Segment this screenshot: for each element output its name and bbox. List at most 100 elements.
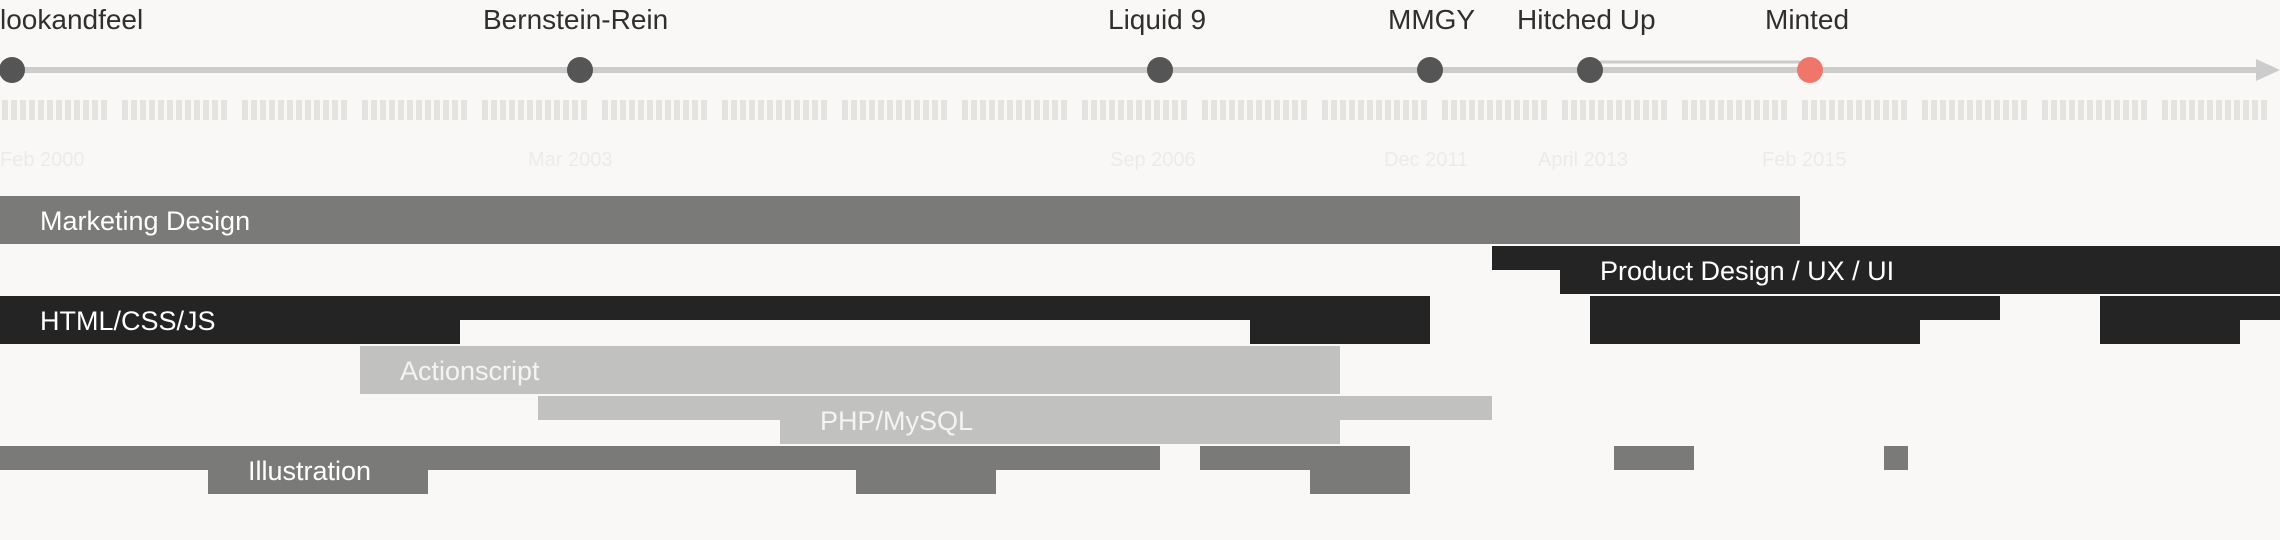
actionscript-bar	[360, 346, 1340, 394]
month-tick	[1727, 100, 1733, 120]
month-tick	[1202, 100, 1208, 120]
month-tick	[1940, 100, 1946, 120]
month-tick	[278, 100, 284, 120]
company-label-minted: Minted	[1765, 4, 1849, 35]
month-tick	[425, 100, 431, 120]
milestones: lookandfeel Bernstein-Rein Liquid 9 MMGY Hit…	[0, 4, 1849, 83]
month-tick	[1523, 100, 1529, 120]
month-tick	[905, 100, 911, 120]
month-tick	[1247, 100, 1253, 120]
month-tick	[620, 100, 626, 120]
month-tick	[647, 100, 653, 120]
month-tick	[821, 100, 827, 120]
month-tick	[92, 100, 98, 120]
liquid-9-milestone	[1147, 57, 1173, 83]
month-tick	[545, 100, 551, 120]
month-tick	[1967, 100, 1973, 120]
month-tick	[2132, 100, 2138, 120]
month-tick	[1412, 100, 1418, 120]
month-tick	[629, 100, 635, 120]
month-tick	[1451, 100, 1457, 120]
month-tick	[158, 100, 164, 120]
month-tick	[131, 100, 137, 120]
month-tick	[452, 100, 458, 120]
month-tick	[1829, 100, 1835, 120]
company-label-bernstein-rein: Bernstein-Rein	[483, 4, 668, 35]
month-tick	[887, 100, 893, 120]
company-label-lookandfeel: lookandfeel	[0, 4, 143, 35]
month-tick	[758, 100, 764, 120]
month-tick	[1127, 100, 1133, 120]
month-tick	[656, 100, 662, 120]
month-tick	[878, 100, 884, 120]
month-tick	[1616, 100, 1622, 120]
month-tick	[1865, 100, 1871, 120]
month-tick	[2261, 100, 2267, 120]
month-tick	[860, 100, 866, 120]
lookandfeel-milestone	[0, 57, 25, 83]
month-tick	[1985, 100, 1991, 120]
timeline-arrow-icon	[2256, 59, 2280, 81]
php-mysql-label: PHP/MySQL	[820, 406, 973, 436]
month-tick	[932, 100, 938, 120]
month-tick	[1700, 100, 1706, 120]
month-tick	[1781, 100, 1787, 120]
month-tick	[1118, 100, 1124, 120]
month-tick	[1514, 100, 1520, 120]
month-tick	[1163, 100, 1169, 120]
month-tick	[1256, 100, 1262, 120]
month-tick	[332, 100, 338, 120]
month-tick	[1532, 100, 1538, 120]
html-css-js-bar	[0, 320, 460, 344]
month-tick	[1082, 100, 1088, 120]
month-tick	[896, 100, 902, 120]
month-tick	[1883, 100, 1889, 120]
month-tick	[1421, 100, 1427, 120]
month-tick	[1976, 100, 1982, 120]
month-tick	[1691, 100, 1697, 120]
html-css-js-bar	[2100, 296, 2280, 320]
month-tick	[1709, 100, 1715, 120]
month-tick	[980, 100, 986, 120]
month-tick	[1847, 100, 1853, 120]
month-tick	[1172, 100, 1178, 120]
month-tick	[461, 100, 467, 120]
skill-bars	[0, 196, 2280, 494]
month-tick	[1811, 100, 1817, 120]
month-tick	[638, 100, 644, 120]
month-tick	[1487, 100, 1493, 120]
month-tick	[1802, 100, 1808, 120]
month-tick	[1025, 100, 1031, 120]
company-label-hitched-up: Hitched Up	[1517, 4, 1656, 35]
month-tick	[1571, 100, 1577, 120]
month-tick	[554, 100, 560, 120]
month-tick	[509, 100, 515, 120]
month-tick	[1274, 100, 1280, 120]
month-tick	[749, 100, 755, 120]
month-tick	[2252, 100, 2258, 120]
month-tick	[1211, 100, 1217, 120]
month-tick	[812, 100, 818, 120]
month-tick	[1745, 100, 1751, 120]
month-tick	[2021, 100, 2027, 120]
month-tick	[701, 100, 707, 120]
month-tick	[2069, 100, 2075, 120]
month-tick	[1322, 100, 1328, 120]
month-tick	[1949, 100, 1955, 120]
month-tick	[674, 100, 680, 120]
month-tick	[1541, 100, 1547, 120]
month-tick	[731, 100, 737, 120]
month-tick	[74, 100, 80, 120]
html-css-js-bar	[2100, 320, 2240, 344]
month-tick	[1145, 100, 1151, 120]
month-tick	[536, 100, 542, 120]
month-tick	[842, 100, 848, 120]
month-tick	[221, 100, 227, 120]
month-tick	[1589, 100, 1595, 120]
year-label: Sep 2006	[1110, 149, 1196, 171]
month-tick	[2243, 100, 2249, 120]
month-tick	[794, 100, 800, 120]
month-tick	[1634, 100, 1640, 120]
month-tick	[176, 100, 182, 120]
